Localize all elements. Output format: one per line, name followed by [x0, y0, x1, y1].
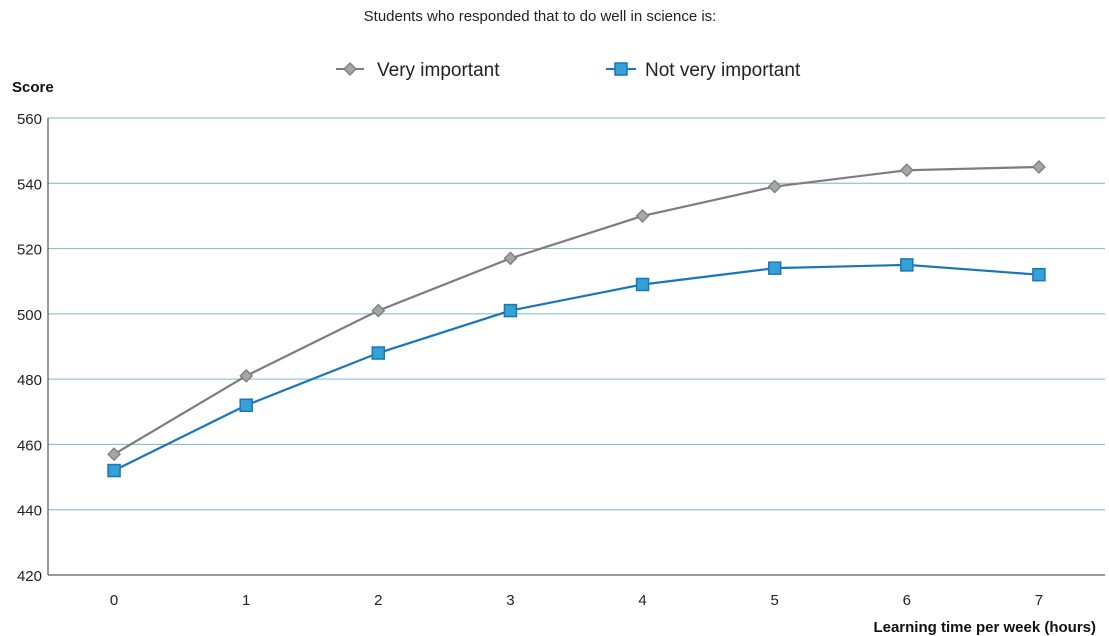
data-point-very-important-7 — [1032, 160, 1046, 174]
legend-label-very-important: Very important — [377, 60, 500, 81]
y-axis-title: Score — [12, 79, 54, 96]
legend-item-very-important: Very important — [336, 60, 500, 81]
data-point-very-important-3 — [503, 251, 518, 266]
data-point-not-very-important-7 — [1032, 267, 1046, 282]
y-tick-label-440: 440 — [17, 503, 42, 520]
legend-marker-very-important — [343, 62, 357, 76]
y-tick-label-500: 500 — [17, 307, 42, 324]
x-tick-label-2: 2 — [374, 592, 382, 609]
x-axis-title: Learning time per week (hours) — [873, 619, 1096, 636]
data-point-not-very-important-4 — [635, 277, 650, 292]
y-tick-label-560: 560 — [17, 111, 42, 128]
legend-marker-not-very-important — [614, 62, 628, 76]
x-tick-label-3: 3 — [506, 592, 514, 609]
x-tick-label-6: 6 — [903, 592, 911, 609]
data-point-very-important-6 — [899, 163, 914, 178]
data-point-not-very-important-5 — [767, 261, 782, 275]
x-tick-label-1: 1 — [242, 592, 250, 609]
data-point-very-important-1 — [239, 368, 254, 383]
data-point-not-very-important-0 — [107, 463, 121, 478]
x-tick-label-7: 7 — [1035, 592, 1043, 609]
series-line-very-important — [113, 165, 1039, 456]
x-tick-label-5: 5 — [771, 592, 779, 609]
x-axis-ticks: 0 1 2 3 4 5 6 7 — [110, 592, 1043, 609]
data-point-very-important-0 — [107, 447, 121, 462]
series-line-not-very-important — [113, 263, 1040, 472]
data-point-not-very-important-3 — [503, 303, 518, 318]
gridlines — [48, 117, 1105, 511]
x-tick-label-4: 4 — [638, 592, 646, 609]
y-tick-label-520: 520 — [17, 242, 42, 259]
y-tick-label-420: 420 — [17, 568, 42, 585]
y-tick-label-480: 480 — [17, 372, 42, 389]
y-axis-ticks: 420 440 460 480 500 520 540 560 — [17, 111, 42, 585]
axes — [47, 118, 1105, 576]
legend: Very important Not very important — [336, 60, 801, 81]
x-tick-label-0: 0 — [110, 592, 118, 609]
data-point-very-important-2 — [371, 303, 386, 318]
data-point-not-very-important-2 — [371, 346, 386, 360]
data-point-very-important-5 — [767, 179, 782, 194]
data-point-not-very-important-1 — [239, 398, 253, 413]
y-tick-label-540: 540 — [17, 176, 42, 193]
chart-subtitle: Students who responded that to do well i… — [364, 8, 717, 25]
legend-item-not-very-important: Not very important — [606, 60, 801, 81]
data-point-very-important-4 — [635, 209, 650, 223]
data-point-not-very-important-6 — [900, 258, 914, 272]
legend-label-not-very-important: Not very important — [645, 60, 801, 81]
series — [107, 160, 1046, 478]
y-tick-label-460: 460 — [17, 437, 42, 454]
